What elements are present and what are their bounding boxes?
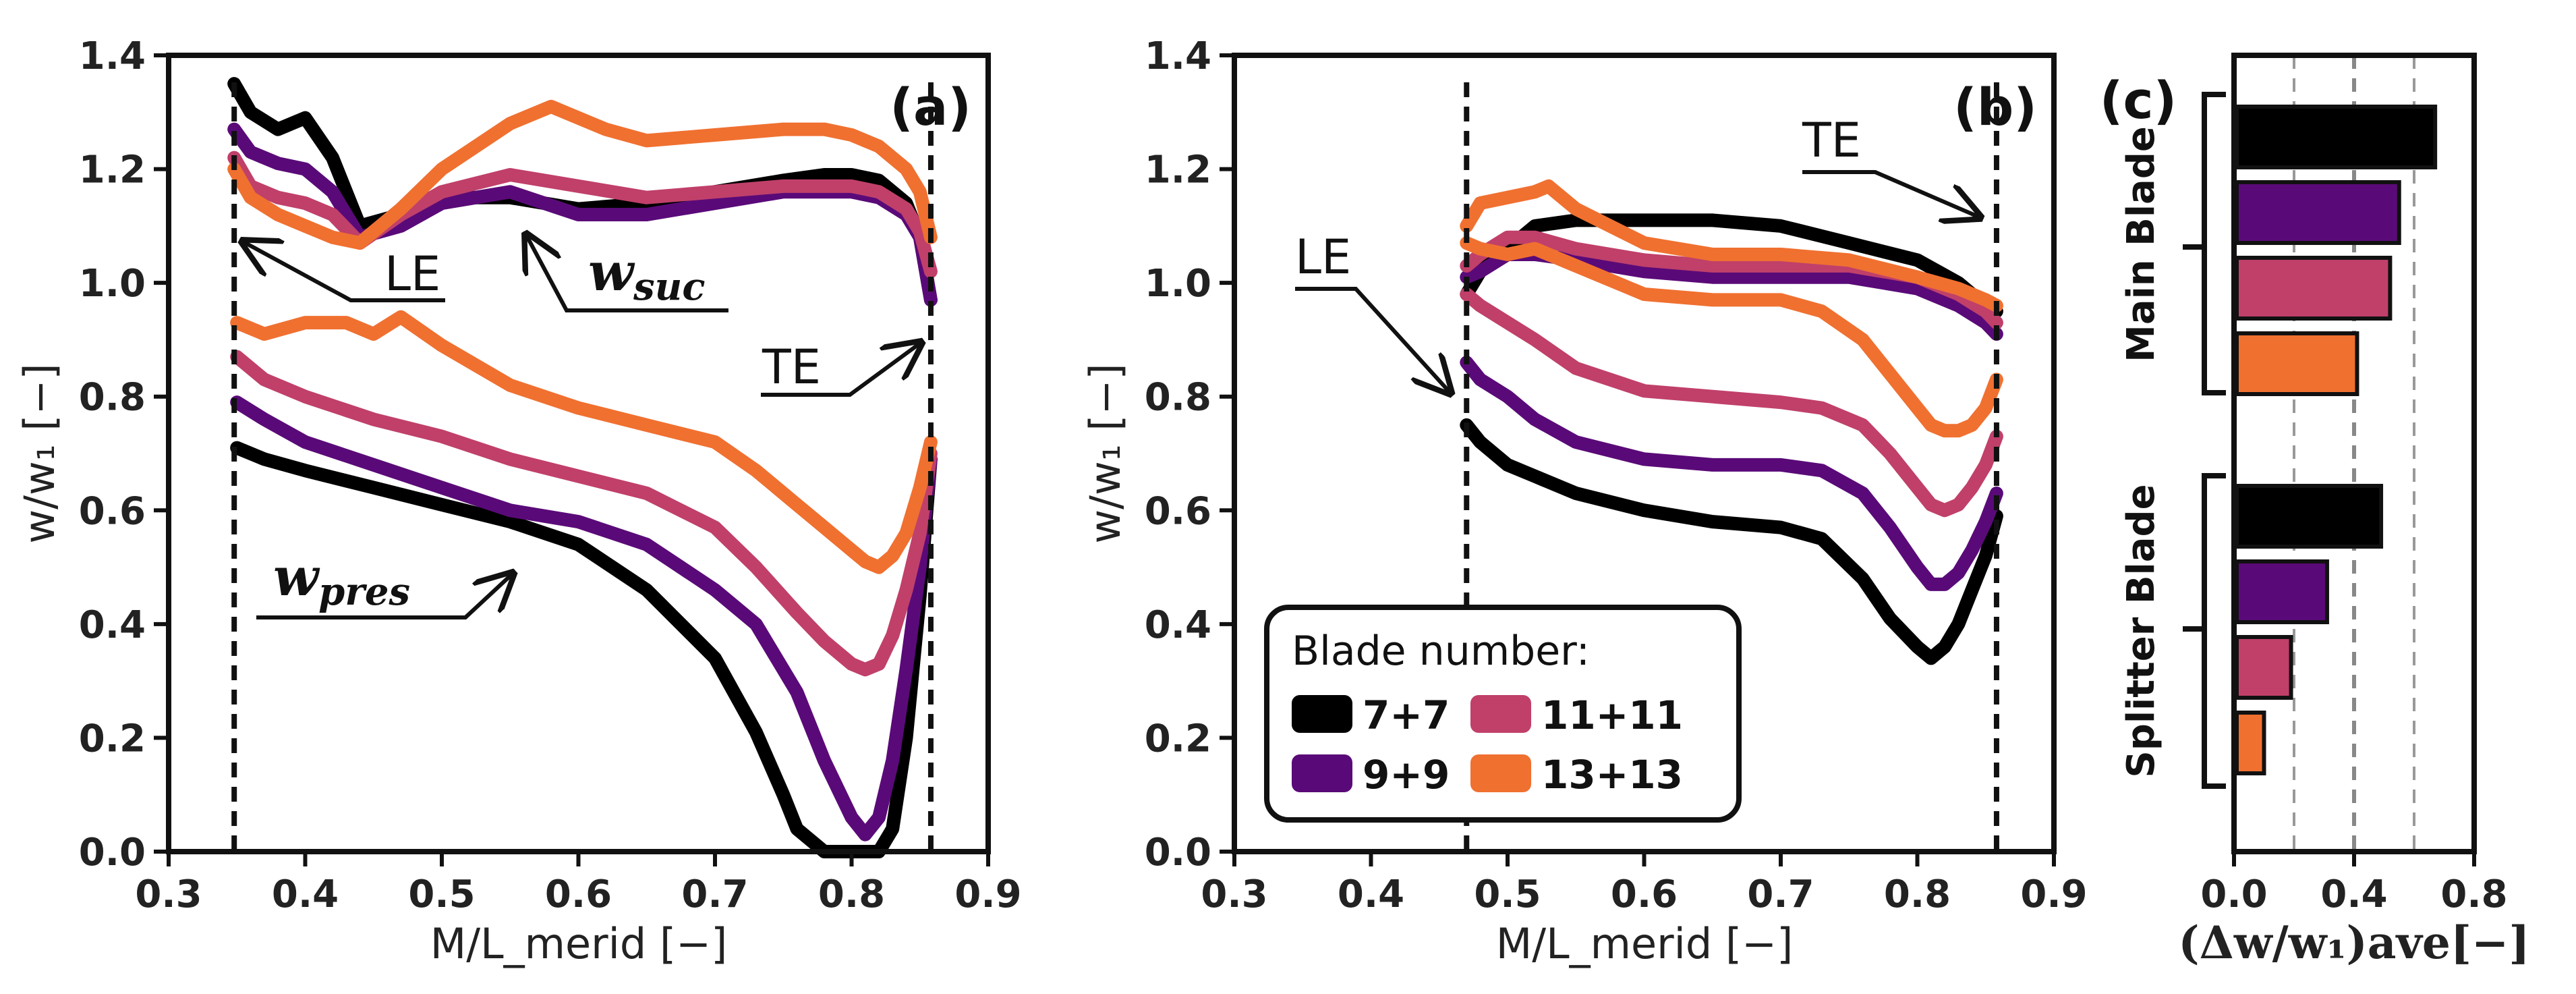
legend-label-9-9: 9+9 xyxy=(1363,752,1450,798)
legend-swatch-9-9 xyxy=(1292,754,1352,792)
legend-swatch-13-13 xyxy=(1470,754,1531,792)
pressure-label-a: wpres xyxy=(273,547,410,614)
panel-c-ticks: 0.0 0.4 0.8 xyxy=(2200,852,2508,916)
legend-swatch-11-11 xyxy=(1470,695,1531,733)
legend-label-13-13: 13+13 xyxy=(1541,752,1683,798)
panel-b-xtick-label: 0.5 xyxy=(1474,873,1541,916)
panel-c-bar-chart: 0.0 0.4 0.8 (c) (Δw/w₁)ave[−] Main Blade S… xyxy=(2100,53,2530,969)
legend: Blade number: 7+7 11+11 9+9 13+13 xyxy=(1264,605,1742,823)
panel-a-ylabel: w/w₁ [−] xyxy=(15,363,64,543)
bar-splitter-blade-11-11 xyxy=(2235,635,2293,700)
le-arrow-b xyxy=(1295,287,1450,393)
panel-a-series-9-9-pressure xyxy=(230,395,938,841)
bar-main-blade-7-7 xyxy=(2235,105,2438,169)
pressure-arrow-a xyxy=(256,574,513,619)
le-label-a: LE xyxy=(384,246,440,302)
splitter-blade-brace xyxy=(2183,473,2226,789)
panel-b-xtick-label: 0.6 xyxy=(1611,873,1678,916)
panel-a-xtick-label: 0.5 xyxy=(408,873,475,916)
panel-a-ytick-label: 1.0 xyxy=(79,262,146,306)
panel-b-series-group xyxy=(1460,179,2003,665)
panel-b-label: (b) xyxy=(1953,77,2037,137)
panel-a-annotations: LE wsuc TE wpres xyxy=(243,235,921,619)
splitter-blade-label: Splitter Blade xyxy=(2119,484,2163,777)
bar-main-blade-13-13 xyxy=(2235,331,2359,396)
panel-c-gridlines xyxy=(2293,55,2415,852)
panel-a-xlabel: M/L_merid [−] xyxy=(430,919,728,968)
panel-b-ytick-label: 0.0 xyxy=(1145,831,1211,875)
panel-b-series-13-13-pressure xyxy=(1460,236,2003,438)
panel-a-line-chart: 0.3 0.4 0.5 0.6 0.7 0.8 0.9 0.0 0.2 0.4 0.6 0.8 1.0 1… xyxy=(15,34,1022,968)
panel-a-xtick-label: 0.9 xyxy=(954,873,1021,916)
panel-a-series-13-13-suction xyxy=(227,99,938,250)
panel-b-ytick-label: 0.6 xyxy=(1145,489,1211,533)
panel-c-bars xyxy=(2235,105,2438,775)
panel-a-series-group xyxy=(227,77,938,858)
bar-splitter-blade-7-7 xyxy=(2235,484,2384,549)
suction-label-a: wsuc xyxy=(588,242,706,309)
panel-a-label: (a) xyxy=(890,77,971,137)
panel-b-xtick-label: 0.9 xyxy=(2020,873,2087,916)
bar-splitter-blade-9-9 xyxy=(2235,559,2329,624)
legend-swatch-7-7 xyxy=(1292,695,1352,733)
bar-splitter-blade-13-13 xyxy=(2235,711,2266,775)
panel-a-reference-lines xyxy=(231,82,934,852)
panel-b-ticks: 0.3 0.4 0.5 0.6 0.7 0.8 0.9 0.0 0.2 0.4 0.6 0.8 1.0 1… xyxy=(1145,34,2088,916)
panel-a-xtick-label: 0.8 xyxy=(818,873,885,916)
panel-a-ticks: 0.3 0.4 0.5 0.6 0.7 0.8 0.9 0.0 0.2 0.4 0.6 0.8 1.0 1… xyxy=(79,34,1022,916)
panel-a-ytick-label: 1.4 xyxy=(79,34,146,78)
main-blade-brace xyxy=(2183,92,2226,395)
te-label-b: TE xyxy=(1802,113,1861,168)
suction-arrow-a xyxy=(526,235,728,312)
panel-c-xtick-label: 0.8 xyxy=(2440,873,2507,916)
panel-b-ytick-label: 0.2 xyxy=(1145,717,1211,761)
legend-label-7-7: 7+7 xyxy=(1363,692,1450,738)
panel-a-xtick-label: 0.6 xyxy=(545,873,612,916)
panel-b-annotations: LE TE xyxy=(1295,113,1980,393)
panel-b-series-7-7-pressure xyxy=(1460,418,2003,665)
panel-c-label: (c) xyxy=(2100,70,2177,130)
panel-b-series-13-13-suction xyxy=(1460,179,2003,312)
panel-b-xlabel: M/L_merid [−] xyxy=(1496,919,1794,968)
panel-a-series-11-11-pressure xyxy=(230,350,938,677)
te-arrow-a xyxy=(761,343,921,397)
panel-b-xtick-label: 0.7 xyxy=(1747,873,1814,916)
panel-b-ytick-label: 1.4 xyxy=(1145,34,1211,78)
panel-b-xtick-label: 0.3 xyxy=(1201,873,1267,916)
panel-c-xtick-label: 0.4 xyxy=(2320,873,2387,916)
panel-b-ytick-label: 1.2 xyxy=(1145,148,1211,192)
panel-b-ytick-label: 0.4 xyxy=(1145,603,1211,647)
panel-a-series-13-13-pressure xyxy=(230,310,938,574)
panel-a-xtick-label: 0.4 xyxy=(272,873,339,916)
te-arrow-b xyxy=(1802,170,1980,217)
panel-a-series-11-11-suction xyxy=(227,150,938,279)
panel-a-xtick-label: 0.3 xyxy=(135,873,202,916)
panel-c-xlabel: (Δw/w₁)ave[−] xyxy=(2178,916,2529,969)
panel-a-ytick-label: 0.0 xyxy=(79,831,146,875)
panel-b-ylabel: w/w₁ [−] xyxy=(1081,363,1130,543)
panel-b-ytick-label: 0.8 xyxy=(1145,376,1211,420)
te-label-a: TE xyxy=(762,339,821,395)
panel-b-xtick-label: 0.8 xyxy=(1884,873,1951,916)
panel-a-ytick-label: 0.2 xyxy=(79,717,146,761)
panel-b-series-9-9-pressure xyxy=(1460,356,2003,591)
panel-a-xtick-label: 0.7 xyxy=(681,873,748,916)
le-label-b: LE xyxy=(1295,229,1351,285)
panel-a-series-7-7-pressure xyxy=(230,441,938,858)
legend-label-11-11: 11+11 xyxy=(1541,692,1683,738)
panel-c-xtick-label: 0.0 xyxy=(2200,873,2267,916)
panel-b-line-chart: 0.3 0.4 0.5 0.6 0.7 0.8 0.9 0.0 0.2 0.4 0.6 0.8 1.0 1… xyxy=(1081,34,2088,968)
panel-a-ytick-label: 0.8 xyxy=(79,376,146,420)
panel-a-ytick-label: 0.4 xyxy=(79,603,146,647)
bar-main-blade-9-9 xyxy=(2235,180,2401,245)
panel-a-ytick-label: 0.6 xyxy=(79,489,146,533)
panel-b-xtick-label: 0.4 xyxy=(1338,873,1404,916)
main-blade-label: Main Blade xyxy=(2119,126,2163,362)
legend-title: Blade number: xyxy=(1292,628,1590,675)
panel-a-ytick-label: 1.2 xyxy=(79,148,146,192)
panel-b-ytick-label: 1.0 xyxy=(1145,262,1211,306)
panel-b-series-11-11-pressure xyxy=(1460,287,2003,518)
bar-main-blade-11-11 xyxy=(2235,256,2393,321)
